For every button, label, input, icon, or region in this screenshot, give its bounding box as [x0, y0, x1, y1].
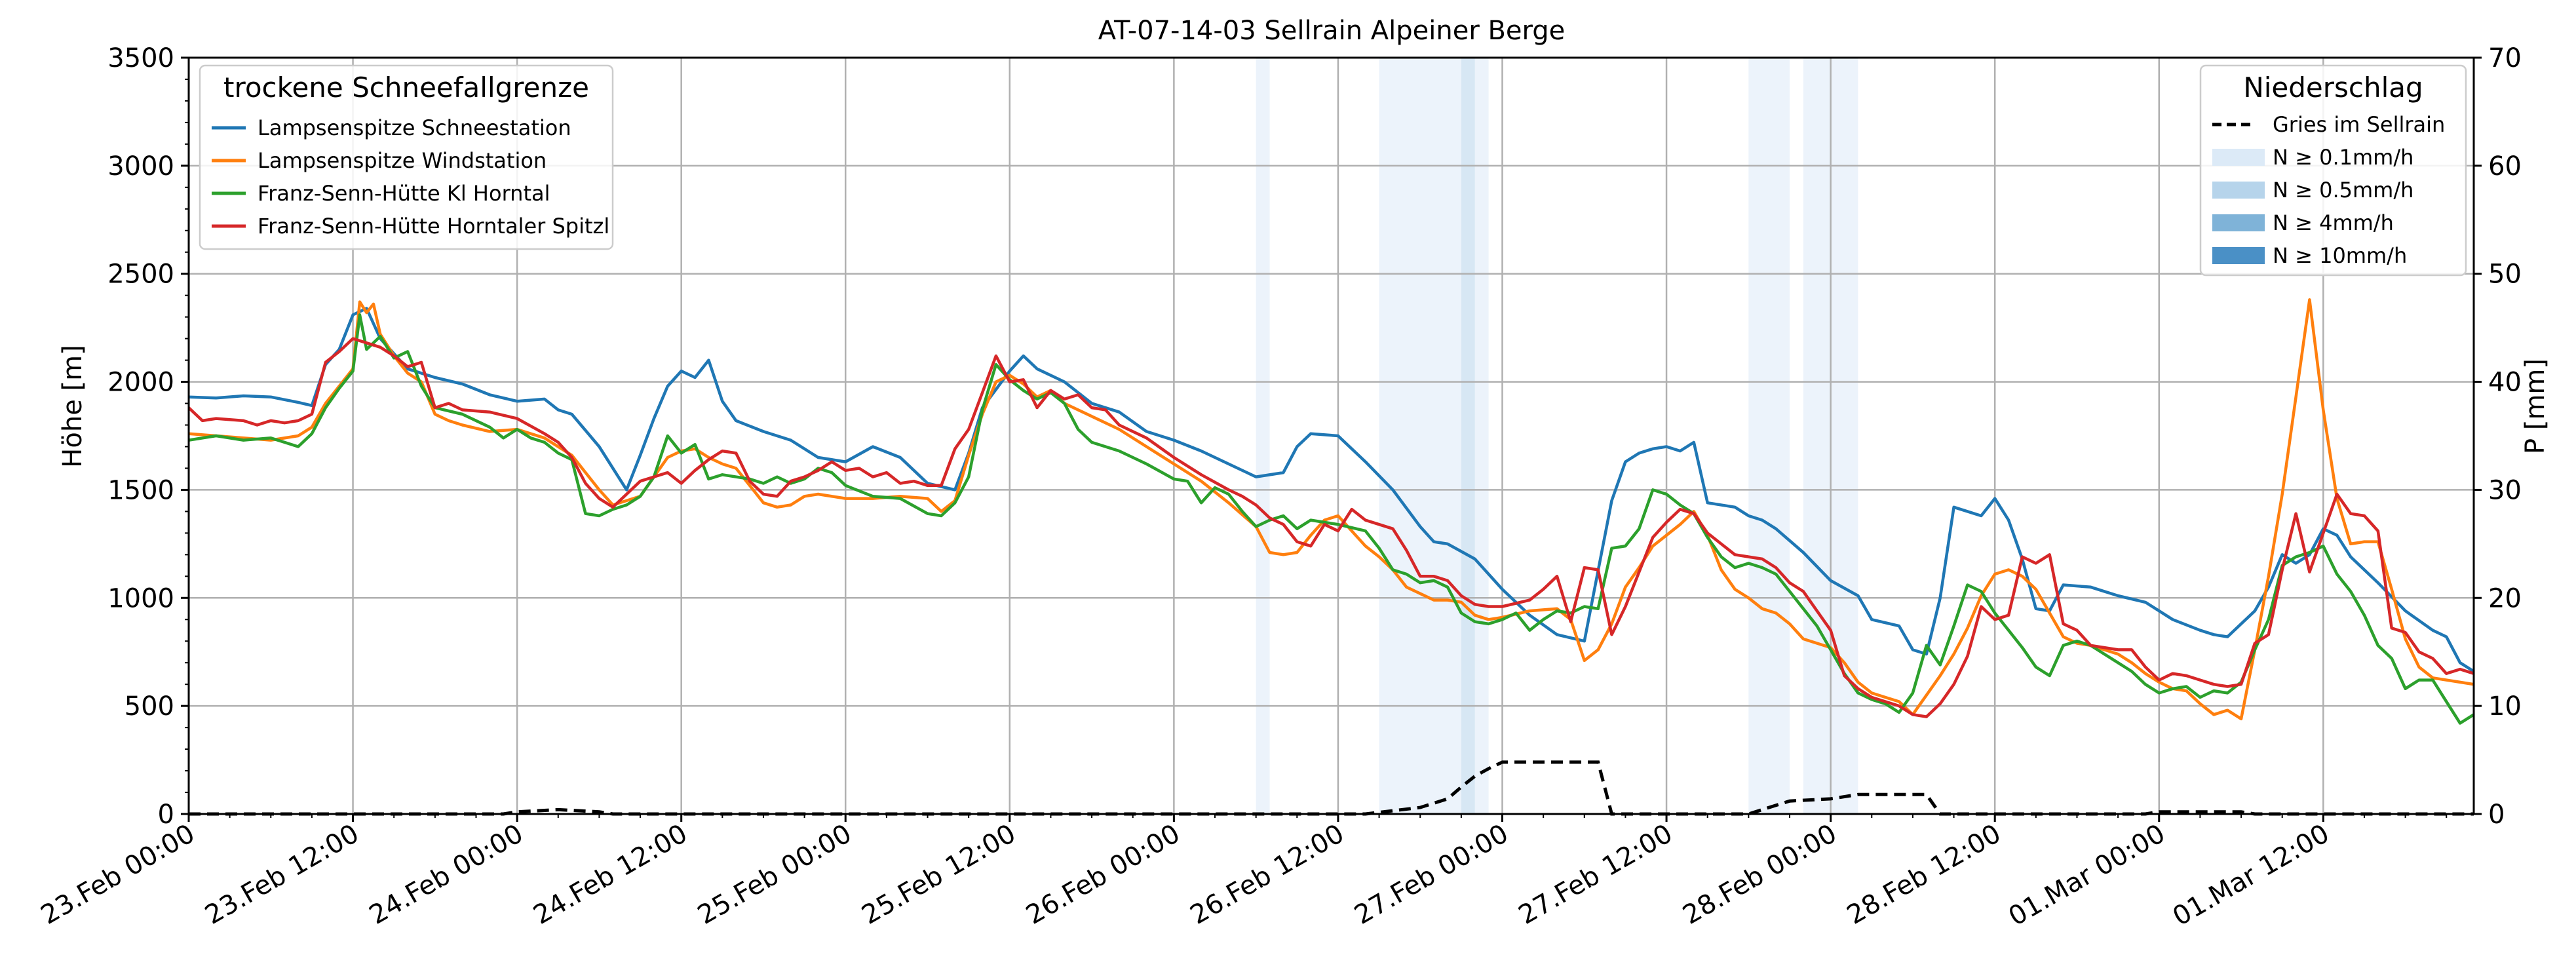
y-axis-label: Höhe [m]	[58, 345, 88, 467]
legend-left-label-0: Lampsenspitze Schneestation	[258, 115, 571, 140]
legend-left-label-1: Lampsenspitze Windstation	[258, 148, 547, 173]
y-tick-label: 1500	[107, 475, 174, 505]
series-lines	[187, 298, 2475, 725]
precip-band-5	[1803, 58, 1831, 814]
legend-right-label-2: N ≥ 0.5mm/h	[2273, 178, 2413, 203]
series-line-3	[187, 337, 2474, 718]
y-tick-label: 500	[125, 691, 174, 722]
series-line-2	[188, 313, 2475, 725]
legend-left-box	[199, 64, 614, 250]
y-tick-label: 2000	[107, 368, 174, 398]
y2-tick-label: 30	[2488, 475, 2522, 505]
y2-tick-label: 20	[2488, 583, 2522, 613]
chart-title: AT-07-14-03 Sellrain Alpeiner Berge	[1098, 16, 1566, 46]
precip-band-0	[1256, 58, 1270, 814]
y2-tick-label: 0	[2488, 800, 2505, 830]
series-line-1	[188, 298, 2474, 721]
legend-right-box	[2199, 64, 2467, 277]
y-tick-label: 2500	[107, 260, 174, 290]
plot-frame	[187, 56, 2475, 815]
legend-right-swatch-1	[2212, 149, 2265, 166]
legend-left-title: trockene Schneefallgrenze	[223, 71, 589, 104]
legend-snowline: trockene Schneefallgrenze Lampsenspitze S…	[199, 64, 614, 250]
legend-right-swatch-2	[2212, 182, 2265, 199]
precip-band-1	[1379, 58, 1461, 814]
legend-precip: Niederschlag Gries im Sellrain N ≥ 0.1mm/h…	[2199, 64, 2467, 277]
precip-bands	[1256, 58, 1858, 814]
y-tick-label: 3000	[107, 151, 174, 182]
y2-axis-label: P [mm]	[2520, 358, 2550, 454]
y-tick-label: 1000	[107, 583, 174, 613]
legend-right-swatch-3	[2212, 214, 2265, 231]
y2-tick-label: 50	[2488, 260, 2522, 290]
legend-right-label-4: N ≥ 10mm/h	[2273, 243, 2407, 268]
legend-left-label-3: Franz-Senn-Hütte Horntaler Spitzl	[258, 214, 609, 239]
y2-tick-label: 60	[2488, 151, 2522, 182]
legend-right-title: Niederschlag	[2243, 71, 2423, 104]
y2-tick-label: 70	[2488, 43, 2522, 73]
y-tick-label: 3500	[107, 43, 174, 73]
y-tick-label: 0	[158, 800, 174, 830]
legend-right-label-0: Gries im Sellrain	[2273, 112, 2445, 137]
legend-right-label-1: N ≥ 0.1mm/h	[2273, 145, 2413, 170]
precip-band-6	[1830, 58, 1858, 814]
precip-band-4	[1748, 58, 1790, 814]
precip-band-2	[1461, 58, 1475, 814]
legend-right-swatch-4	[2212, 247, 2265, 264]
legend-left-label-2: Franz-Senn-Hütte Kl Horntal	[258, 181, 550, 206]
y2-tick-label: 40	[2488, 368, 2522, 398]
legend-right-label-3: N ≥ 4mm/h	[2273, 210, 2394, 235]
y2-tick-label: 10	[2488, 691, 2522, 722]
precip-band-3	[1474, 58, 1489, 814]
series-line-0	[188, 307, 2475, 673]
